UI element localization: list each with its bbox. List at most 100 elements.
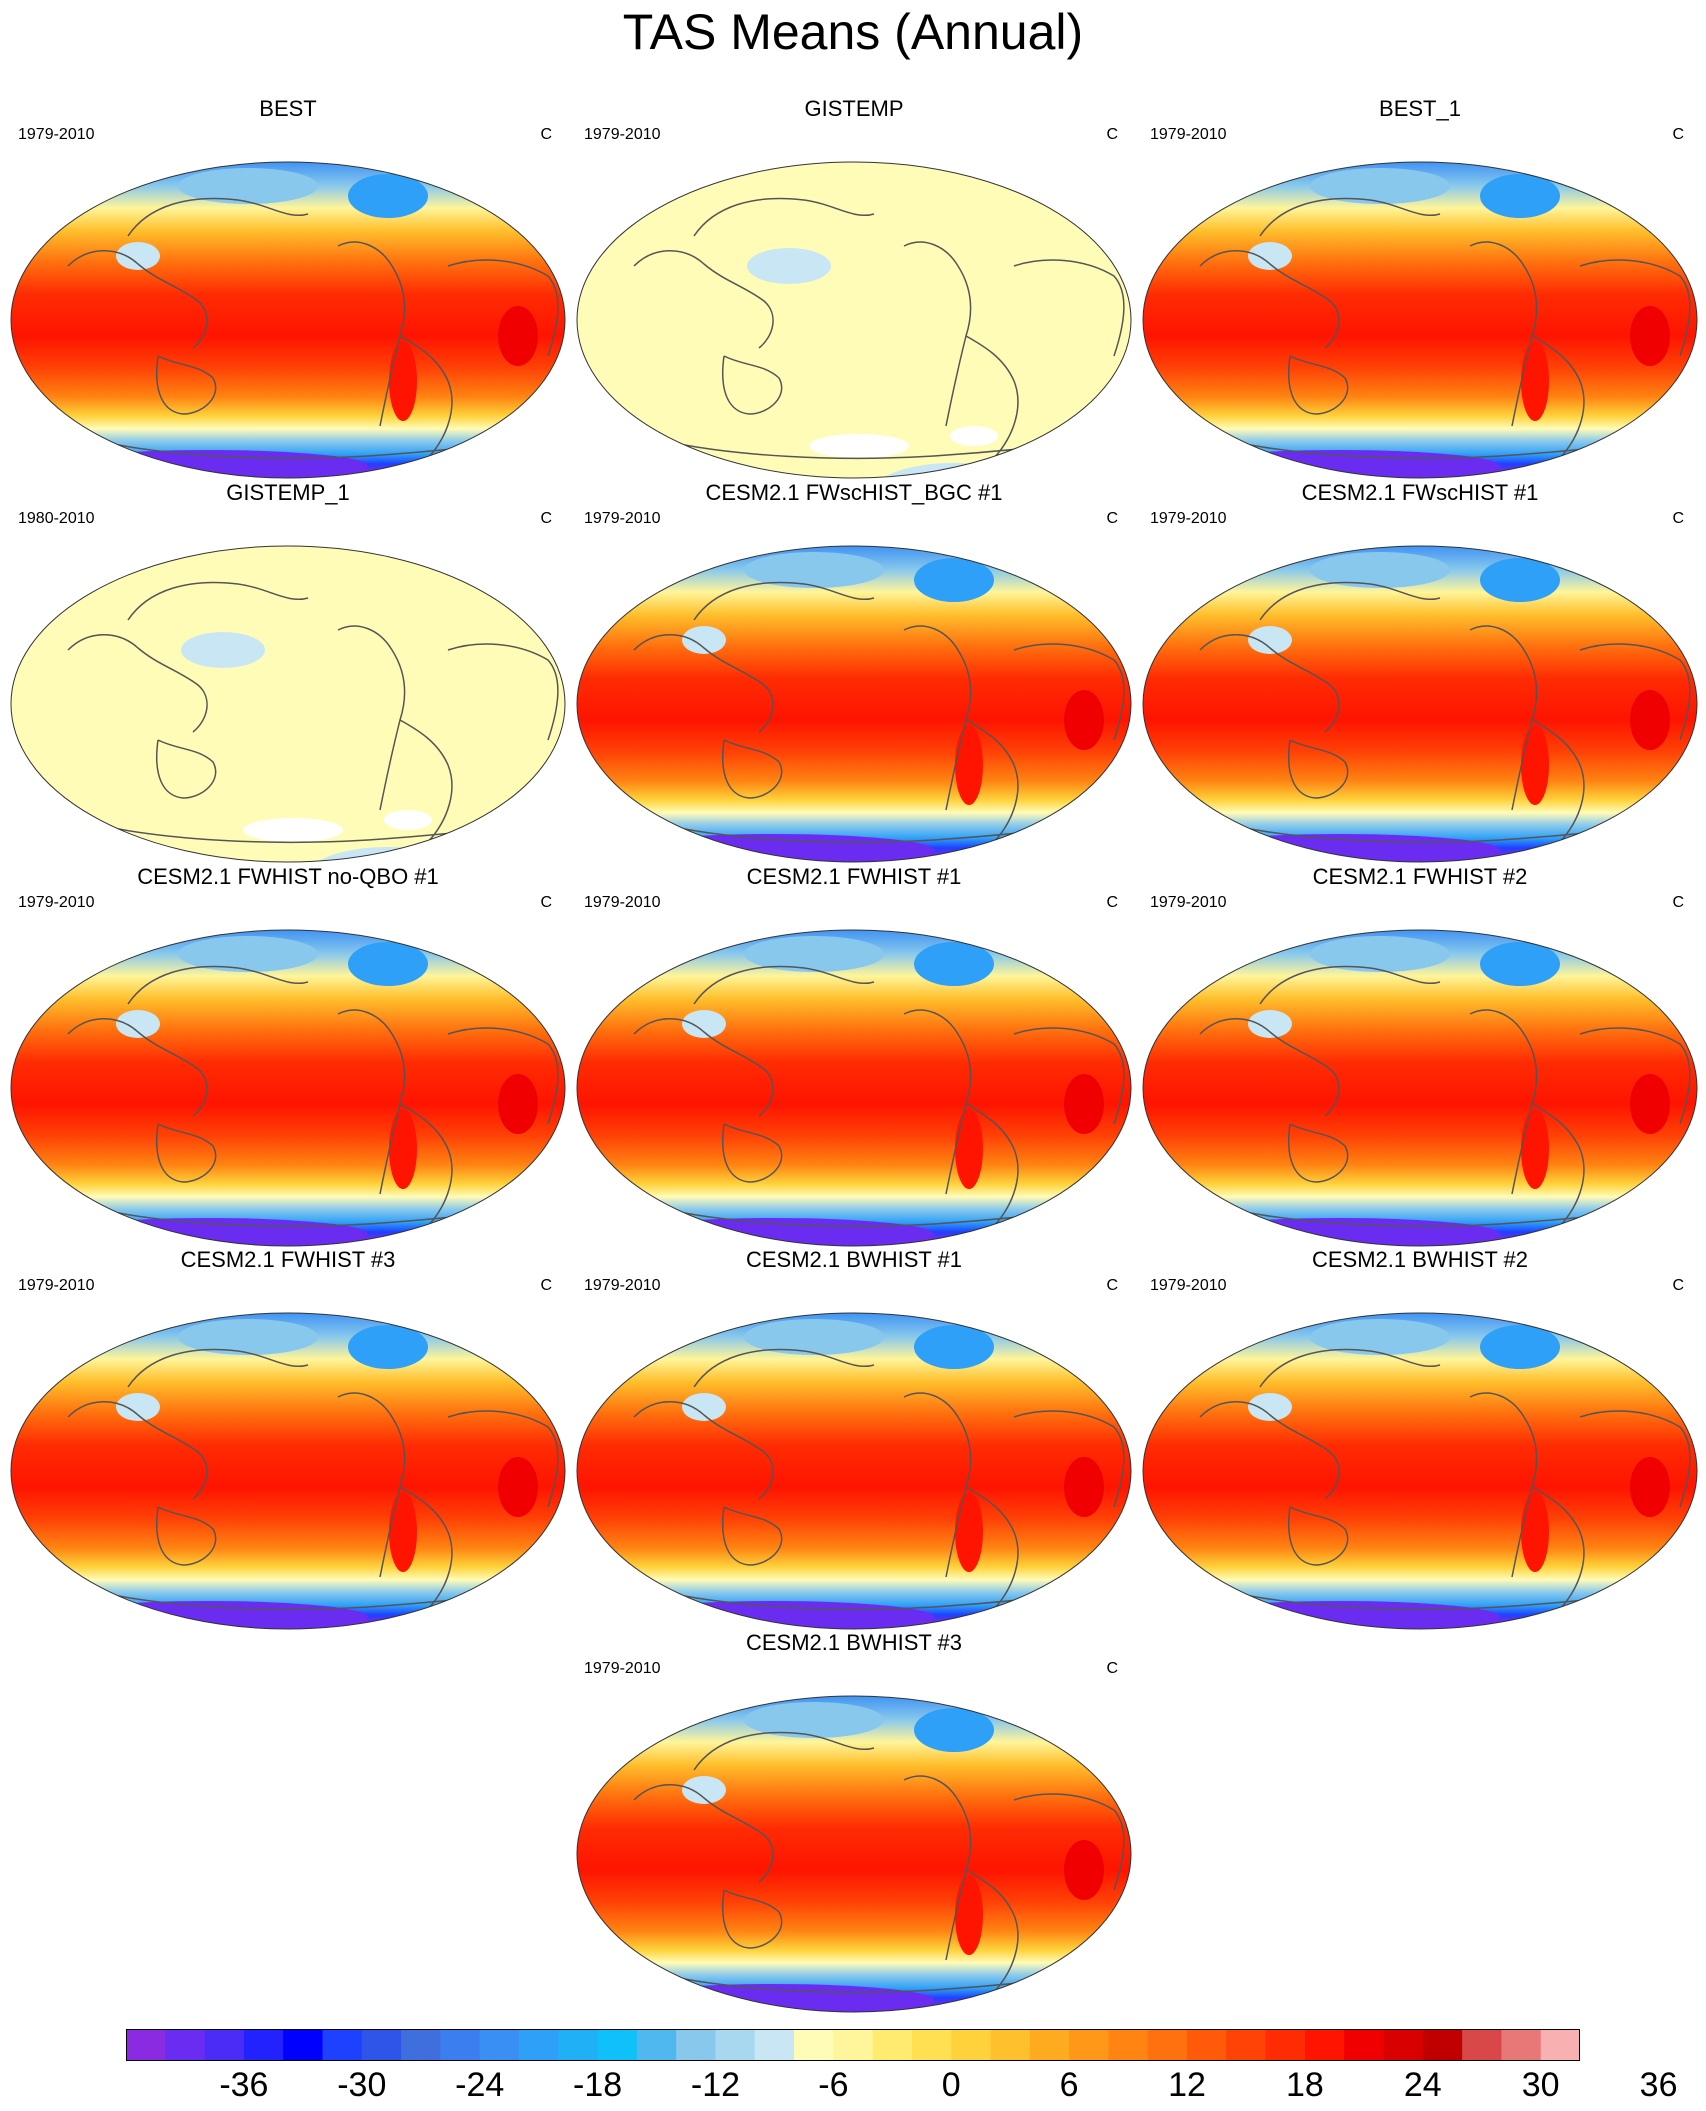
colorbar-swatch bbox=[1187, 2029, 1227, 2061]
field-feature bbox=[389, 1492, 417, 1572]
field-feature bbox=[747, 248, 831, 284]
coastline bbox=[722, 1506, 783, 1566]
panel-title: GISTEMP bbox=[804, 96, 904, 121]
globe-outline bbox=[576, 929, 1132, 1247]
coastline bbox=[1531, 1103, 1585, 1227]
colorbar-swatch bbox=[1147, 2029, 1188, 2061]
coastline bbox=[1469, 1009, 1538, 1195]
field-feature bbox=[1310, 168, 1450, 204]
map-panel: CESM2.1 BWHIST #1 1979-2010 C bbox=[574, 1247, 1134, 1630]
field-feature bbox=[682, 626, 726, 654]
field-feature bbox=[1064, 1457, 1104, 1517]
panel-years: 1980-2010 bbox=[18, 510, 95, 527]
colorbar-frame bbox=[126, 2029, 1580, 2061]
field-feature bbox=[1521, 341, 1549, 421]
coastline bbox=[1579, 1410, 1691, 1508]
colorbar-swatch bbox=[1501, 2029, 1542, 2061]
field-feature bbox=[1064, 690, 1104, 750]
coastline bbox=[903, 1009, 972, 1195]
colorbar-tick-label: -18 bbox=[573, 2066, 623, 2104]
coastline bbox=[722, 1889, 783, 1949]
field-feature bbox=[1310, 1319, 1450, 1355]
colorbar-tick-label: -6 bbox=[818, 2066, 849, 2104]
map-panel: CESM2.1 FWscHIST_BGC #1 1979-2010 C bbox=[574, 480, 1134, 863]
map-panel: CESM2.1 FWscHIST #1 1979-2010 C bbox=[1140, 480, 1700, 863]
panel-title: CESM2.1 FWHIST #3 bbox=[180, 1247, 396, 1272]
globe-outline bbox=[10, 545, 566, 863]
coastline bbox=[337, 625, 406, 811]
colorbar-swatch bbox=[401, 2029, 441, 2061]
field-feature bbox=[955, 1109, 983, 1189]
colorbar-tick-label: -24 bbox=[455, 2066, 505, 2104]
coastline bbox=[156, 355, 217, 415]
field-feature bbox=[950, 426, 998, 446]
panel-title: GISTEMP_1 bbox=[226, 480, 350, 505]
panel-units: C bbox=[1106, 1660, 1118, 1677]
colorbar-swatch bbox=[243, 2029, 284, 2061]
colorbar-tick-label: -36 bbox=[219, 2066, 269, 2104]
globe-map bbox=[1142, 161, 1698, 479]
colorbar-swatch bbox=[1029, 2029, 1070, 2061]
globe-outline bbox=[576, 545, 1132, 863]
coastline bbox=[965, 1103, 1019, 1227]
field-feature bbox=[384, 810, 432, 830]
globe-map bbox=[576, 161, 1132, 479]
page-title: TAS Means (Annual) bbox=[622, 4, 1084, 60]
field-feature bbox=[914, 1325, 994, 1369]
map-panel: CESM2.1 FWHIST no-QBO #1 1979-2010 C bbox=[8, 864, 568, 1247]
globe-map bbox=[1142, 545, 1698, 863]
field-feature bbox=[914, 1708, 994, 1752]
field-feature bbox=[809, 434, 909, 458]
panel-units: C bbox=[540, 1277, 552, 1294]
field-feature bbox=[1521, 725, 1549, 805]
field-feature bbox=[116, 1010, 160, 1038]
panel-years: 1979-2010 bbox=[584, 126, 661, 143]
panel-units: C bbox=[1106, 126, 1118, 143]
coastline bbox=[337, 1392, 406, 1578]
panel-title: CESM2.1 FWHIST #1 bbox=[746, 864, 962, 889]
colorbar-swatch bbox=[872, 2029, 913, 2061]
coastline bbox=[399, 719, 453, 843]
globe-outline bbox=[10, 1312, 566, 1630]
coastline bbox=[1259, 197, 1441, 237]
colorbar-swatch bbox=[165, 2029, 206, 2061]
field-feature bbox=[1521, 1109, 1549, 1189]
globe-outline bbox=[1142, 161, 1698, 479]
field-feature bbox=[1480, 942, 1560, 986]
field-feature bbox=[955, 1875, 983, 1955]
panel-units: C bbox=[1672, 510, 1684, 527]
coastline bbox=[447, 643, 559, 741]
globe-map bbox=[576, 929, 1132, 1247]
field-feature bbox=[744, 936, 884, 972]
field-feature bbox=[1248, 242, 1292, 270]
coastline bbox=[1013, 1793, 1125, 1891]
coastline bbox=[127, 965, 309, 1005]
colorbar-swatch bbox=[479, 2029, 520, 2061]
field-feature bbox=[1480, 174, 1560, 218]
colorbar-swatch bbox=[361, 2029, 402, 2061]
colorbar-swatch bbox=[951, 2029, 992, 2061]
coastline bbox=[1531, 1486, 1585, 1610]
field-feature bbox=[914, 558, 994, 602]
colorbar-swatch bbox=[322, 2029, 363, 2061]
colorbar-swatch bbox=[1265, 2029, 1306, 2061]
globe-outline bbox=[10, 929, 566, 1247]
colorbar-swatch bbox=[754, 2029, 795, 2061]
panel-title: BEST bbox=[259, 96, 317, 121]
field-feature bbox=[1064, 1074, 1104, 1134]
colorbar-swatch bbox=[1422, 2029, 1463, 2061]
coastline bbox=[633, 634, 774, 733]
globe-outline bbox=[10, 161, 566, 479]
panel-units: C bbox=[1672, 126, 1684, 143]
field-feature bbox=[348, 1325, 428, 1369]
coastline bbox=[127, 1348, 309, 1388]
coastline bbox=[337, 241, 406, 427]
coastline bbox=[633, 1018, 774, 1117]
coastline bbox=[156, 739, 217, 799]
coastline bbox=[633, 1784, 774, 1883]
colorbar-swatch bbox=[518, 2029, 559, 2061]
coastline bbox=[693, 1348, 875, 1388]
panel-title: CESM2.1 FWscHIST #1 bbox=[1301, 480, 1539, 505]
panel-title: CESM2.1 FWHIST no-QBO #1 bbox=[137, 864, 439, 889]
globe-map bbox=[576, 545, 1132, 863]
